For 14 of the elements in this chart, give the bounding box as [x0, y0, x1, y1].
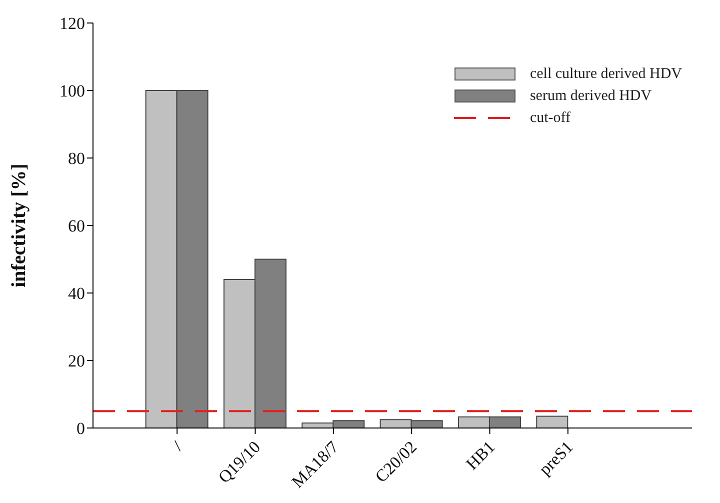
y-tick-label: 100: [60, 82, 85, 101]
x-tick-label: /: [169, 437, 186, 454]
y-tick-label: 80: [68, 149, 85, 168]
y-axis-title: infectivity [%]: [8, 164, 30, 288]
legend-label: serum derived HDV: [530, 88, 652, 104]
y-tick-label: 0: [76, 419, 85, 438]
y-tick-label: 60: [68, 216, 85, 236]
legend-label: cut-off: [530, 110, 571, 126]
bar: [536, 416, 568, 428]
y-tick-label: 120: [60, 14, 85, 34]
x-tick-label: HB1: [462, 437, 499, 474]
legend-label: cell culture derived HDV: [530, 66, 682, 82]
y-tick-label: 20: [68, 352, 85, 371]
y-tick-label: 40: [68, 284, 85, 304]
